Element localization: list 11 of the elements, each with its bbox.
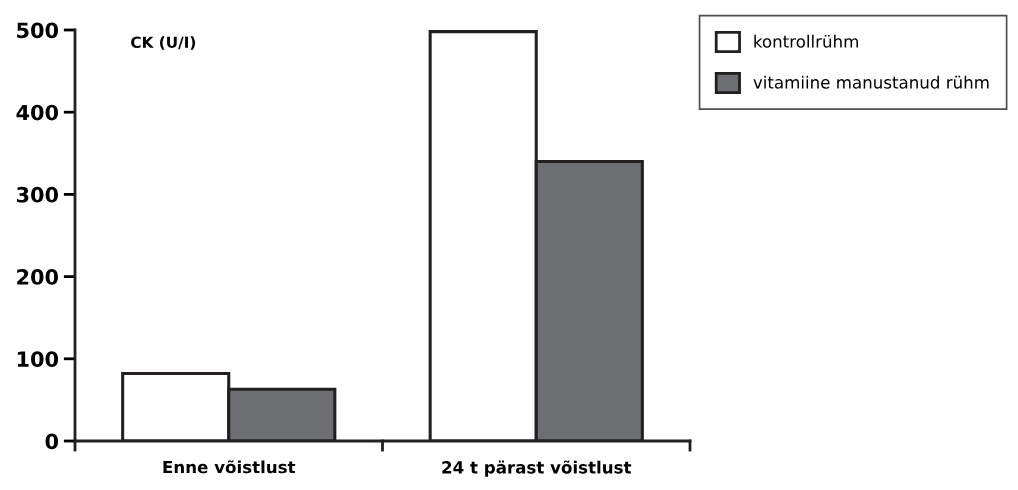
y-axis-title: CK (U/I) xyxy=(131,36,196,50)
legend-label: vitamiine manustanud rühm xyxy=(753,75,989,89)
y-tick-label: 200 xyxy=(17,269,59,285)
y-tick-label: 500 xyxy=(17,22,59,39)
x-tick-label: 24 t pärast võistlust xyxy=(442,460,632,477)
y-tick-label: 100 xyxy=(17,351,59,368)
legend-label: kontrollrühm xyxy=(754,34,858,48)
y-tick-label: 400 xyxy=(16,104,59,121)
y-tick-label: 0 xyxy=(45,433,59,450)
x-tick-label: Enne võistlust xyxy=(163,460,296,474)
y-tick-label: 300 xyxy=(16,186,59,203)
